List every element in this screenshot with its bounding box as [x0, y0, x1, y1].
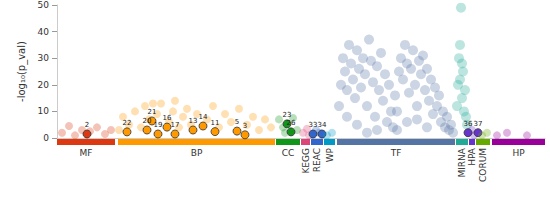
svg-text:40: 40 — [38, 27, 50, 37]
svg-text:50: 50 — [38, 0, 50, 10]
svg-text:WP: WP — [325, 147, 335, 162]
svg-text:13: 13 — [189, 117, 198, 125]
svg-text:23: 23 — [283, 111, 292, 119]
svg-text:2: 2 — [85, 121, 89, 129]
svg-text:CC: CC — [282, 148, 295, 158]
svg-text:HP: HP — [512, 148, 525, 158]
svg-text:20: 20 — [38, 80, 50, 90]
svg-text:0: 0 — [43, 133, 49, 143]
svg-text:20: 20 — [143, 117, 152, 125]
svg-text:TF: TF — [390, 148, 402, 158]
svg-text:33: 33 — [309, 121, 318, 129]
svg-text:KEGG: KEGG — [301, 148, 311, 174]
svg-text:19: 19 — [154, 121, 163, 129]
svg-text:36: 36 — [464, 120, 473, 128]
svg-text:3: 3 — [243, 122, 247, 130]
svg-text:37: 37 — [474, 120, 483, 128]
svg-text:REAC: REAC — [312, 148, 322, 172]
svg-text:5: 5 — [235, 118, 239, 126]
svg-text:MIRNA: MIRNA — [457, 147, 467, 177]
svg-text:11: 11 — [211, 119, 220, 127]
svg-text:HPA: HPA — [467, 147, 477, 166]
svg-text:34: 34 — [318, 121, 327, 129]
svg-text:CORUM: CORUM — [478, 148, 488, 182]
svg-text:16: 16 — [162, 114, 172, 123]
svg-text:MF: MF — [80, 148, 93, 158]
svg-text:14: 14 — [199, 113, 208, 121]
svg-text:22: 22 — [123, 119, 132, 127]
svg-text:17: 17 — [171, 121, 180, 129]
svg-text:30: 30 — [38, 53, 50, 63]
svg-text:BP: BP — [191, 148, 203, 158]
svg-text:10: 10 — [38, 106, 50, 116]
svg-text:21: 21 — [148, 108, 157, 116]
svg-text:-log₁₀(p_val): -log₁₀(p_val) — [16, 41, 28, 102]
svg-text:26: 26 — [287, 119, 296, 127]
